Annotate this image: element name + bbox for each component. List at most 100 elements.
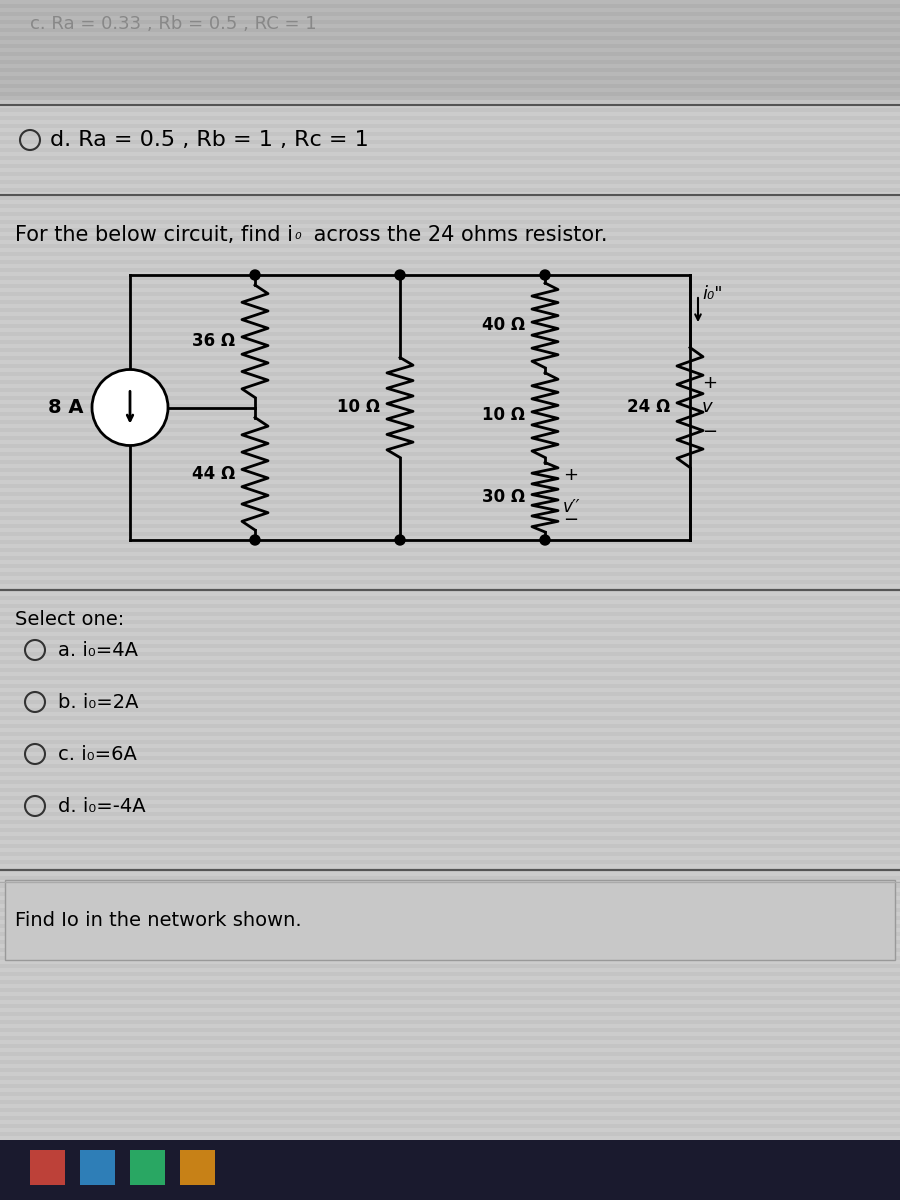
Bar	[0, 860, 900, 864]
Bar	[0, 32, 900, 36]
Bar	[0, 16, 900, 20]
Bar	[0, 480, 900, 484]
Bar	[0, 604, 900, 608]
Text: Select one:: Select one:	[15, 610, 124, 629]
Bar	[0, 1176, 900, 1180]
Bar	[0, 972, 900, 976]
Bar	[0, 112, 900, 116]
Bar	[0, 1096, 900, 1100]
Bar	[0, 796, 900, 800]
Bar	[0, 72, 900, 76]
Bar	[0, 360, 900, 364]
Circle shape	[540, 535, 550, 545]
Bar	[0, 996, 900, 1000]
Bar	[0, 260, 900, 264]
Text: 10 Ω: 10 Ω	[482, 406, 525, 424]
Bar	[0, 1156, 900, 1160]
Bar	[0, 556, 900, 560]
Bar	[0, 1144, 900, 1148]
Bar	[0, 372, 900, 376]
Bar	[0, 1172, 900, 1176]
Bar	[0, 272, 900, 276]
Bar	[0, 436, 900, 440]
Bar	[0, 1040, 900, 1044]
Bar	[0, 456, 900, 460]
Bar	[0, 220, 900, 224]
Bar	[0, 924, 900, 928]
Bar	[0, 44, 900, 48]
Bar	[0, 632, 900, 636]
Bar	[0, 1184, 900, 1188]
Bar	[0, 208, 900, 212]
Bar	[0, 616, 900, 620]
Bar	[0, 24, 900, 28]
Bar	[0, 1012, 900, 1016]
Bar	[0, 1016, 900, 1020]
Bar	[0, 640, 900, 644]
Bar	[0, 744, 900, 748]
Circle shape	[395, 270, 405, 280]
Bar	[0, 40, 900, 44]
Bar	[0, 1048, 900, 1052]
Bar	[0, 820, 900, 824]
Bar	[0, 540, 900, 544]
Bar	[0, 124, 900, 128]
Text: across the 24 ohms resistor.: across the 24 ohms resistor.	[307, 226, 608, 245]
Bar	[0, 468, 900, 472]
Bar	[0, 1152, 900, 1156]
Bar	[0, 864, 900, 868]
Bar	[0, 168, 900, 172]
Bar	[0, 552, 900, 556]
Bar	[0, 464, 900, 468]
Bar	[0, 868, 900, 872]
Bar	[0, 416, 900, 420]
Bar	[0, 840, 900, 844]
Bar	[0, 1168, 900, 1172]
Bar	[0, 400, 900, 404]
Bar	[0, 688, 900, 692]
Bar	[0, 536, 900, 540]
Bar	[0, 696, 900, 700]
Bar	[0, 928, 900, 932]
Bar	[0, 888, 900, 892]
Bar	[0, 48, 900, 52]
Bar	[0, 40, 900, 44]
Bar	[0, 716, 900, 720]
Bar	[0, 580, 900, 584]
Bar	[0, 92, 900, 96]
Bar	[0, 84, 900, 88]
Bar	[0, 584, 900, 588]
Bar	[0, 612, 900, 616]
Bar	[0, 1020, 900, 1024]
Bar	[0, 1072, 900, 1076]
Bar	[0, 16, 900, 20]
Bar	[0, 104, 900, 108]
Bar	[0, 1192, 900, 1196]
Bar	[0, 216, 900, 220]
Bar	[0, 708, 900, 712]
Bar	[0, 352, 900, 356]
Bar	[0, 88, 900, 92]
Bar	[0, 608, 900, 612]
Bar	[0, 312, 900, 316]
Bar	[0, 488, 900, 492]
Bar	[0, 896, 900, 900]
Bar	[0, 56, 900, 60]
Bar	[0, 1080, 900, 1084]
Bar	[0, 72, 900, 76]
Bar	[0, 648, 900, 652]
Bar	[0, 184, 900, 188]
Bar	[0, 1112, 900, 1116]
Bar	[0, 148, 900, 152]
Bar	[0, 908, 900, 912]
Bar	[0, 152, 900, 156]
Bar	[180, 1150, 215, 1186]
Text: d. Ra = 0.5 , Rb = 1 , Rc = 1: d. Ra = 0.5 , Rb = 1 , Rc = 1	[50, 130, 369, 150]
Bar	[0, 960, 900, 964]
Bar	[0, 624, 900, 628]
Text: +: +	[563, 466, 578, 484]
Bar	[0, 636, 900, 640]
Bar	[0, 576, 900, 580]
Bar	[0, 324, 900, 328]
Bar	[0, 720, 900, 724]
